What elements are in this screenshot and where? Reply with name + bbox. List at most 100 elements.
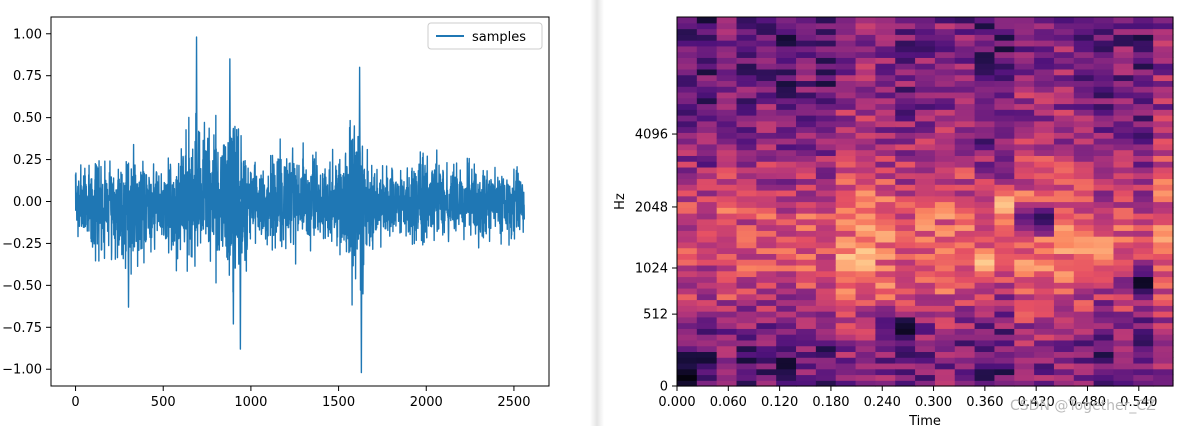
spectrogram-cell bbox=[974, 241, 996, 249]
spectrogram-cell bbox=[1133, 293, 1154, 301]
spectrogram-cell bbox=[875, 45, 896, 53]
spectrogram-cell bbox=[875, 120, 896, 128]
spectrogram-cell bbox=[994, 97, 1015, 105]
spectrogram-cell bbox=[974, 120, 996, 128]
spectrogram-cell bbox=[1093, 172, 1115, 180]
spectrogram-cell bbox=[815, 253, 837, 260]
spectrogram-cell bbox=[954, 74, 976, 82]
spectrogram-cell bbox=[954, 299, 976, 306]
spectrogram-cell bbox=[1113, 264, 1134, 272]
spectrogram-cell bbox=[716, 149, 738, 156]
spectrogram-cell bbox=[994, 293, 1015, 301]
spectrogram-cell bbox=[1113, 305, 1134, 312]
spectrogram-cell bbox=[1133, 282, 1154, 289]
spectrogram-cell bbox=[1153, 103, 1174, 110]
spectrogram-cell bbox=[776, 189, 797, 197]
spectrogram-cell bbox=[855, 345, 876, 353]
spectrogram-cell bbox=[1014, 115, 1035, 122]
spectrogram-cell bbox=[796, 51, 817, 58]
spectrogram-cell bbox=[1073, 328, 1095, 335]
spectrogram-cell bbox=[1073, 201, 1095, 208]
spectrogram-cell bbox=[756, 247, 777, 254]
spectrogram-cell bbox=[716, 270, 738, 278]
spectrogram-cell bbox=[954, 241, 976, 249]
spectrogram-cell bbox=[716, 178, 738, 185]
spectrogram-cell bbox=[1014, 305, 1035, 312]
spectrogram-cell bbox=[974, 293, 996, 301]
spectrogram-cell bbox=[895, 178, 916, 185]
spectrogram-cell bbox=[1133, 328, 1154, 335]
spectrogram-cell bbox=[796, 311, 817, 318]
spectrogram-cell bbox=[1053, 132, 1075, 139]
spectrogram-cell bbox=[756, 91, 777, 99]
spectrogram-cell bbox=[696, 103, 718, 110]
spectrogram-cell bbox=[815, 339, 837, 347]
spectrogram-cell bbox=[1053, 103, 1075, 110]
spectrogram-cell bbox=[954, 293, 976, 301]
spectrogram-cell bbox=[994, 143, 1015, 151]
spectrogram-cell bbox=[1073, 259, 1095, 266]
spectrogram-cell bbox=[875, 109, 896, 116]
spectrogram-cell bbox=[954, 276, 976, 283]
spectrogram-cell bbox=[696, 189, 718, 197]
spectrogram-cell bbox=[835, 80, 857, 87]
spectrogram-cell bbox=[756, 351, 777, 358]
spectrogram-cell bbox=[875, 276, 896, 283]
spectrogram-cell bbox=[994, 17, 1015, 24]
spectrogram-cell bbox=[736, 357, 757, 364]
hz-tick-label: 4096 bbox=[635, 128, 668, 143]
spectrogram-cell bbox=[1113, 247, 1134, 254]
spectrogram-cell bbox=[1113, 22, 1134, 30]
spectrogram-cell bbox=[1133, 311, 1154, 318]
spectrogram-cell bbox=[1073, 178, 1095, 185]
spectrogram-cell bbox=[1053, 120, 1075, 128]
spectrogram-cell bbox=[1014, 270, 1035, 278]
spectrogram-cell bbox=[736, 253, 757, 260]
spectrogram-cell bbox=[1053, 368, 1075, 376]
spectrogram-cell bbox=[776, 132, 797, 139]
spectrogram-cell bbox=[1153, 132, 1174, 139]
spectrogram-cell bbox=[875, 161, 896, 168]
spectrogram-cell bbox=[835, 322, 857, 329]
spectrogram-cell bbox=[716, 28, 738, 35]
spectrogram-cell bbox=[796, 34, 817, 41]
spectrogram-cell bbox=[875, 305, 896, 312]
spectrogram-cell bbox=[875, 293, 896, 301]
spectrogram-cell bbox=[934, 201, 956, 208]
spectrogram-cell bbox=[1093, 17, 1115, 24]
spectrogram-cell bbox=[736, 282, 757, 289]
spectrogram-cell bbox=[954, 126, 976, 133]
spectrogram-cell bbox=[954, 287, 976, 295]
spectrogram-cell bbox=[815, 195, 837, 203]
spectrogram-cell bbox=[1153, 311, 1174, 318]
spectrogram-cell bbox=[677, 259, 698, 266]
spectrogram-cell bbox=[1053, 109, 1075, 116]
spectrogram-cell bbox=[994, 345, 1015, 353]
spectrogram-cell bbox=[716, 287, 738, 295]
spectrogram-cell bbox=[835, 207, 857, 214]
spectrogram-cell bbox=[1034, 213, 1055, 220]
spectrogram-cell bbox=[776, 287, 797, 295]
spectrogram-cell bbox=[934, 68, 956, 76]
spectrogram-cell bbox=[1113, 357, 1134, 364]
spectrogram-cell bbox=[677, 103, 698, 110]
spectrogram-cell bbox=[994, 305, 1015, 312]
spectrogram-cell bbox=[796, 253, 817, 260]
spectrogram-cell bbox=[954, 28, 976, 35]
spectrogram-cell bbox=[994, 103, 1015, 110]
spectrogram-cell bbox=[1153, 380, 1174, 387]
spectrogram-cell bbox=[934, 230, 956, 237]
spectrogram-cell bbox=[716, 201, 738, 208]
spectrogram-cell bbox=[934, 328, 956, 335]
spectrogram-cell bbox=[1093, 264, 1115, 272]
spectrogram-cell bbox=[716, 282, 738, 289]
spectrogram-cell bbox=[915, 287, 936, 295]
spectrogram-cell bbox=[835, 120, 857, 128]
spectrogram-cell bbox=[1073, 22, 1095, 30]
spectrogram-cell bbox=[1093, 28, 1115, 35]
spectrogram-cell bbox=[815, 184, 837, 191]
spectrogram-cell bbox=[835, 236, 857, 243]
spectrogram-cell bbox=[716, 362, 738, 370]
spectrogram-cell bbox=[1153, 109, 1174, 116]
spectrogram-cell bbox=[1133, 189, 1154, 197]
